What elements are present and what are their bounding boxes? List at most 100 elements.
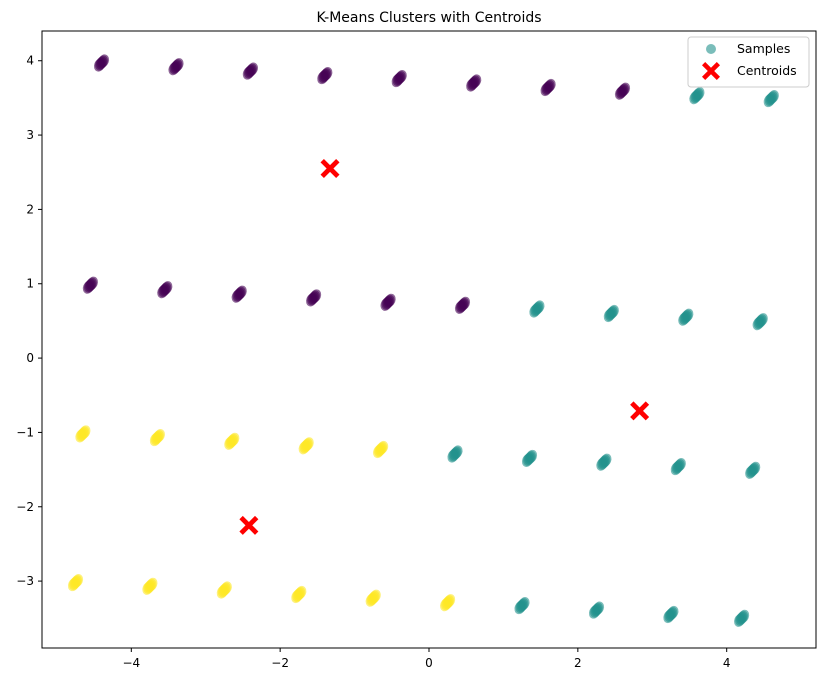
sample-blob bbox=[317, 67, 333, 85]
legend: Samples Centroids bbox=[687, 36, 810, 88]
chart-title: K-Means Clusters with Centroids bbox=[316, 10, 541, 26]
y-tick-label: 1 bbox=[26, 277, 34, 291]
sample-blob bbox=[752, 313, 768, 331]
sample-point bbox=[384, 293, 396, 307]
sample-point bbox=[172, 58, 184, 71]
sample-point bbox=[768, 90, 779, 103]
sample-blob bbox=[157, 281, 173, 299]
x-tick-label: 2 bbox=[574, 656, 582, 670]
axis-ticks: −4 −2 0 2 4 −3 −2 −1 0 1 2 3 4 bbox=[16, 54, 730, 670]
sample-point bbox=[146, 577, 158, 591]
centroid-marker bbox=[630, 401, 650, 421]
sample-blob bbox=[75, 425, 91, 443]
sample-blob bbox=[365, 589, 381, 607]
sample-blob bbox=[596, 453, 612, 471]
sample-blob bbox=[678, 308, 694, 326]
sample-blob bbox=[380, 293, 396, 311]
legend-samples-marker bbox=[706, 44, 716, 54]
sample-point bbox=[247, 62, 258, 76]
sample-point bbox=[526, 449, 538, 463]
sample-blob bbox=[168, 58, 184, 76]
sample-blob bbox=[514, 597, 530, 615]
sample-point bbox=[228, 432, 240, 446]
sample-point bbox=[693, 87, 705, 100]
sample-point bbox=[377, 440, 389, 454]
sample-point bbox=[749, 461, 761, 475]
sample-point bbox=[459, 296, 471, 310]
sample-blob bbox=[540, 78, 556, 97]
sample-blob bbox=[231, 285, 247, 303]
sample-blob bbox=[454, 296, 471, 314]
sample-blob bbox=[588, 601, 605, 619]
centroid-marker bbox=[239, 515, 259, 535]
sample-blob bbox=[142, 577, 158, 595]
sample-point bbox=[682, 308, 694, 322]
sample-blob bbox=[373, 440, 389, 459]
sample-point bbox=[451, 445, 463, 459]
sample-blob bbox=[391, 70, 407, 88]
sample-blob bbox=[440, 594, 456, 612]
sample-point bbox=[161, 281, 173, 294]
sample-blob bbox=[93, 54, 110, 72]
y-tick-label: 2 bbox=[26, 202, 34, 216]
legend-samples-label: Samples bbox=[737, 41, 790, 56]
legend-centroids-label: Centroids bbox=[737, 63, 797, 78]
sample-point bbox=[600, 453, 612, 467]
sample-blob bbox=[149, 429, 165, 447]
centroid-marker bbox=[320, 159, 340, 179]
sample-point bbox=[72, 574, 84, 587]
sample-blob bbox=[82, 276, 98, 294]
sample-point bbox=[444, 594, 456, 607]
sample-blob bbox=[614, 82, 631, 100]
x-tick-label: −2 bbox=[271, 656, 289, 670]
sample-point bbox=[738, 609, 750, 623]
legend-box bbox=[687, 36, 810, 88]
x-tick-label: 0 bbox=[425, 656, 433, 670]
y-tick-label: 0 bbox=[26, 351, 34, 365]
sample-point bbox=[518, 597, 530, 610]
sample-blob bbox=[67, 574, 84, 592]
sample-point bbox=[98, 54, 110, 68]
plot-area bbox=[67, 54, 779, 627]
y-tick-label: −1 bbox=[16, 425, 34, 439]
sample-point bbox=[221, 581, 232, 595]
sample-point bbox=[667, 605, 679, 619]
y-tick-label: 3 bbox=[26, 128, 34, 142]
sample-point bbox=[593, 601, 605, 615]
x-tick-label: −4 bbox=[122, 656, 140, 670]
sample-point bbox=[619, 82, 631, 96]
sample-point bbox=[79, 425, 91, 439]
sample-blob bbox=[521, 449, 538, 467]
sample-blob bbox=[603, 304, 619, 323]
sample-blob bbox=[529, 300, 545, 318]
sample-point bbox=[302, 437, 314, 451]
sample-blob bbox=[242, 62, 258, 80]
sample-point bbox=[470, 74, 482, 88]
sample-blob bbox=[466, 74, 482, 92]
sample-point bbox=[321, 67, 333, 80]
y-tick-label: 4 bbox=[26, 54, 34, 68]
legend-centroids-marker bbox=[702, 62, 720, 80]
sample-point bbox=[87, 276, 98, 290]
sample-blob bbox=[670, 458, 686, 476]
sample-blob bbox=[447, 445, 463, 463]
sample-point bbox=[675, 458, 686, 471]
sample-point bbox=[235, 285, 247, 299]
x-tick-label: 4 bbox=[723, 656, 731, 670]
sample-blob bbox=[291, 585, 307, 604]
sample-blob bbox=[216, 581, 232, 599]
sample-blob bbox=[689, 87, 705, 105]
sample-blob bbox=[298, 437, 314, 455]
sample-blob bbox=[224, 432, 240, 450]
sample-blob bbox=[663, 605, 679, 624]
sample-point bbox=[756, 313, 768, 326]
sample-blob bbox=[745, 461, 761, 479]
y-tick-label: −2 bbox=[16, 500, 34, 514]
sample-point bbox=[533, 300, 545, 314]
sample-point bbox=[369, 589, 381, 603]
sample-point bbox=[395, 70, 407, 83]
sample-blob bbox=[763, 90, 779, 108]
sample-point bbox=[544, 78, 556, 92]
